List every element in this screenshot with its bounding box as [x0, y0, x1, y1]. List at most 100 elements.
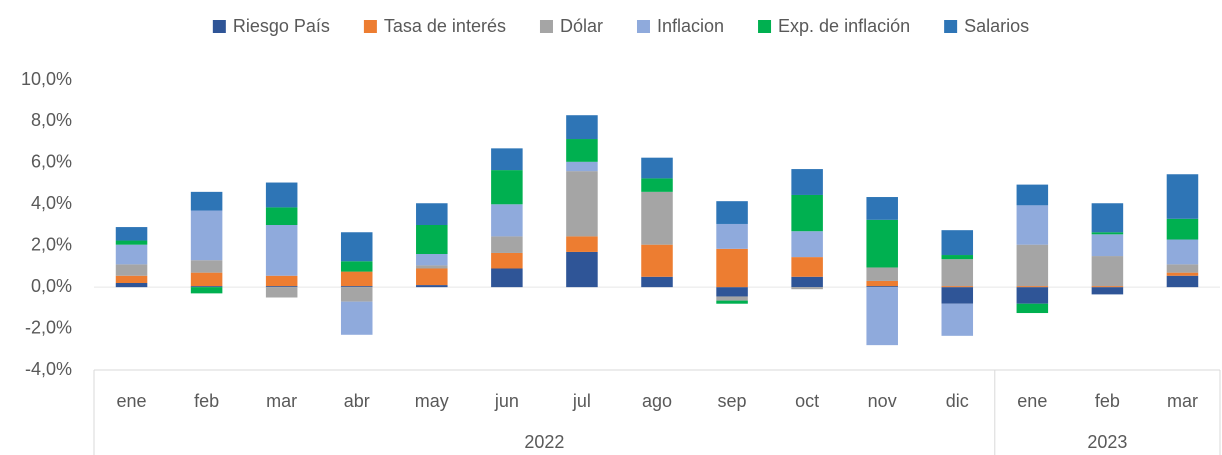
legend-swatch	[212, 20, 226, 33]
bar-segment	[716, 300, 748, 304]
bar-segment	[941, 259, 974, 287]
bar-segment	[1091, 286, 1124, 288]
bar-segment	[716, 248, 748, 288]
bar-segment	[866, 219, 898, 268]
bar-segment	[1016, 184, 1049, 206]
bar-segment	[190, 191, 223, 211]
bar-segment	[566, 171, 598, 237]
bar-segment	[791, 194, 823, 232]
bar-segment	[416, 285, 448, 288]
y-tick-label: 6,0%	[31, 152, 72, 172]
bar-segment	[716, 201, 748, 224]
bar-segment	[190, 287, 223, 294]
bar-segment	[491, 148, 523, 171]
bar-segment	[866, 267, 898, 281]
bar-segment	[491, 252, 523, 269]
bar-segment	[265, 207, 298, 225]
bar-segment	[190, 260, 223, 273]
bar-segment	[491, 268, 523, 288]
bar-segment	[115, 240, 148, 245]
legend-label: Inflacion	[657, 16, 724, 36]
bar-segment	[641, 276, 673, 288]
legend-swatch	[636, 20, 650, 33]
bar-segment	[340, 271, 373, 287]
bar-segment	[791, 169, 823, 195]
x-tick-label: may	[415, 391, 449, 411]
group-label: 2022	[524, 432, 564, 452]
x-tick-label: oct	[795, 391, 819, 411]
bar-segment	[566, 115, 598, 140]
bar-segment	[941, 230, 974, 256]
legend-label: Riesgo País	[233, 16, 330, 36]
x-tick-label: jul	[572, 391, 591, 411]
bar-segment	[265, 287, 298, 298]
bar-segment	[491, 170, 523, 205]
bar-segment	[416, 225, 448, 254]
bar-segment	[340, 286, 373, 288]
y-tick-label: 10,0%	[21, 69, 72, 89]
bar-segment	[716, 287, 748, 297]
bar-segment	[1166, 275, 1199, 288]
bar-segment	[1091, 234, 1124, 257]
bar-segment	[491, 204, 523, 237]
bar-segment	[1166, 218, 1199, 240]
bar-segment	[641, 191, 673, 245]
bar-segment	[265, 275, 298, 287]
x-tick-label: ago	[642, 391, 672, 411]
bar-segment	[1016, 303, 1049, 314]
x-tick-label: feb	[1095, 391, 1120, 411]
x-tick-label: mar	[1167, 391, 1198, 411]
bar-segment	[866, 197, 898, 220]
x-tick-label: dic	[946, 391, 969, 411]
bar-segment	[941, 255, 974, 260]
bar-segment	[866, 287, 898, 346]
y-tick-label: -4,0%	[25, 359, 72, 379]
group-label: 2023	[1087, 432, 1127, 452]
bar-segment	[1016, 205, 1049, 245]
bar-segment	[641, 244, 673, 277]
bar-segment	[566, 251, 598, 288]
bar-segment	[340, 232, 373, 262]
x-tick-label: mar	[266, 391, 297, 411]
bar-segment	[866, 280, 898, 287]
bar-segment	[791, 276, 823, 288]
legend-label: Salarios	[964, 16, 1029, 36]
bar-segment	[416, 265, 448, 269]
x-tick-label: nov	[868, 391, 897, 411]
bar-segment	[115, 283, 148, 288]
bar-segment	[340, 301, 373, 335]
bar-segment	[866, 286, 898, 288]
bar-segment	[1166, 239, 1199, 265]
x-tick-label: ene	[117, 391, 147, 411]
bar-segment	[641, 178, 673, 192]
bar-segment	[265, 182, 298, 208]
x-tick-label: feb	[194, 391, 219, 411]
bar-segment	[716, 223, 748, 249]
bar-segment	[491, 236, 523, 253]
bar-segment	[190, 272, 223, 287]
bar-segment	[941, 286, 974, 288]
bar-segment	[1166, 272, 1199, 276]
legend-label: Exp. de inflación	[778, 16, 910, 36]
bar-segment	[265, 286, 298, 288]
bar-segment	[190, 210, 223, 261]
bar-segment	[1091, 203, 1124, 233]
bar-segment	[1016, 244, 1049, 287]
bar-segment	[115, 264, 148, 276]
bar-segment	[1166, 264, 1199, 273]
bar-segment	[716, 296, 748, 301]
bar-segment	[190, 286, 223, 288]
legend-swatch	[539, 20, 553, 33]
bar-segment	[340, 261, 373, 272]
bar-segment	[115, 275, 148, 283]
bar-segment	[1166, 174, 1199, 219]
bar-segment	[941, 287, 974, 304]
legend-swatch	[363, 20, 377, 33]
bar-segment	[340, 287, 373, 302]
y-tick-label: 0,0%	[31, 276, 72, 296]
y-tick-label: 8,0%	[31, 110, 72, 130]
y-tick-label: 4,0%	[31, 193, 72, 213]
bar-segment	[941, 303, 974, 336]
